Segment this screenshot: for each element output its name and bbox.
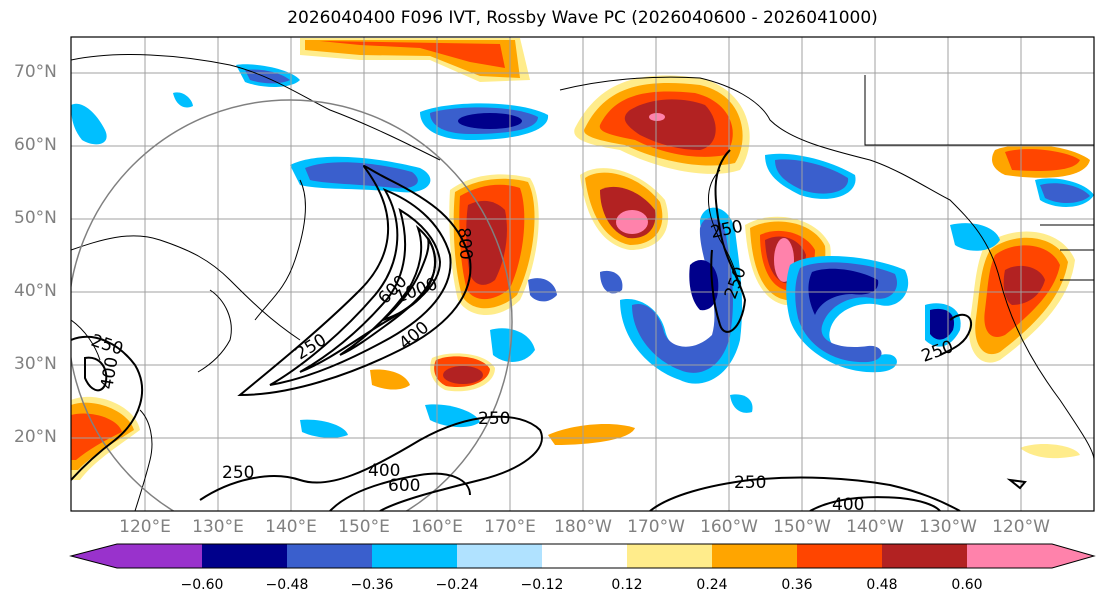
- graticule: [71, 37, 1094, 511]
- map-frame: [70, 36, 1095, 512]
- map-title: 2026040400 F096 IVT, Rossby Wave PC (202…: [287, 8, 878, 28]
- lon-label: 160°E: [411, 517, 463, 537]
- colorbar-segment: [117, 544, 202, 568]
- anomaly-blob: [1003, 265, 1045, 305]
- lon-label: 140°W: [846, 517, 904, 537]
- colorbar-segment: [287, 544, 372, 568]
- anomaly-blob: [600, 270, 623, 294]
- anomaly-blob: [1040, 183, 1090, 204]
- colorbar-max-extend: [1052, 544, 1094, 568]
- anomaly-blob: [490, 328, 535, 362]
- anomaly-blob: [775, 159, 849, 194]
- colorbar-min-extend: [71, 544, 117, 568]
- influence-circle: [71, 99, 513, 511]
- anomaly-blob: [71, 413, 122, 460]
- lon-label: 120°W: [992, 517, 1050, 537]
- coastlines: [71, 54, 1094, 511]
- colorbar-tick: −0.60: [180, 577, 224, 593]
- lon-label: 150°E: [338, 517, 390, 537]
- lat-label: 60°N: [14, 135, 57, 155]
- lat-label: 40°N: [14, 281, 57, 301]
- contour-label: 400: [368, 461, 400, 481]
- contour-label: 600: [388, 476, 420, 496]
- colorbar-tick: 0.60: [951, 577, 983, 593]
- anomaly-blob: [950, 223, 1000, 251]
- lon-label: 140°E: [265, 517, 317, 537]
- lon-label: 150°W: [773, 517, 831, 537]
- colorbar-tick: −0.48: [265, 577, 309, 593]
- contour-label: 400: [97, 355, 122, 390]
- anomaly-blob: [320, 41, 505, 68]
- lat-label: 50°N: [14, 208, 57, 228]
- contour-label: 800: [453, 227, 476, 261]
- lat-label: 70°N: [14, 62, 57, 82]
- anomaly-blob: [425, 404, 480, 428]
- lat-label: 30°N: [14, 354, 57, 374]
- ivt-anomaly-field: [71, 38, 1094, 480]
- contour-label: 250: [88, 331, 125, 360]
- colorbar-tick: −0.12: [520, 577, 564, 593]
- contour-label: 250: [222, 463, 254, 483]
- anomaly-blob: [1005, 149, 1080, 171]
- contour-label: 400: [832, 495, 864, 515]
- colorbar-segment: [712, 544, 797, 568]
- lon-label: 120°E: [119, 517, 171, 537]
- contour-label: 250: [734, 473, 766, 493]
- colorbar-segment: [372, 544, 457, 568]
- colorbar-tick: 0.12: [611, 577, 643, 593]
- anomaly-blob: [300, 419, 348, 438]
- anomaly-blob: [548, 424, 635, 445]
- anomaly-blob: [443, 366, 483, 384]
- anomaly-blob: [624, 99, 716, 150]
- colorbar-segment: [797, 544, 882, 568]
- lon-label: 130°E: [192, 517, 244, 537]
- anomaly-blob: [173, 92, 193, 108]
- colorbar-tick: −0.24: [435, 577, 479, 593]
- lon-label: 170°E: [484, 517, 536, 537]
- lat-label: 20°N: [14, 427, 57, 447]
- lon-label: 170°W: [627, 517, 685, 537]
- contour-label: 250: [478, 409, 510, 429]
- colorbar: [69, 543, 1096, 569]
- colorbar-segment: [542, 544, 627, 568]
- anomaly-blob: [649, 113, 665, 121]
- lon-label: 160°W: [700, 517, 758, 537]
- colorbar-tick: 0.36: [781, 577, 813, 593]
- colorbar-segment: [967, 544, 1052, 568]
- anomaly-blob: [616, 210, 648, 234]
- anomaly-blob: [71, 103, 107, 145]
- anomaly-blob: [305, 162, 418, 189]
- contour-label: 250: [919, 337, 956, 367]
- colorbar-segment: [457, 544, 542, 568]
- colorbar-tick: 0.48: [866, 577, 898, 593]
- anomaly-blob: [528, 278, 557, 302]
- colorbar-tick: −0.36: [350, 577, 394, 593]
- anomaly-blob: [370, 369, 410, 390]
- lon-label: 180°W: [554, 517, 612, 537]
- colorbar-segment: [202, 544, 287, 568]
- lon-label: 130°W: [919, 517, 977, 537]
- anomaly-blob: [1020, 444, 1080, 459]
- anomaly-blob: [466, 200, 507, 285]
- anomaly-blob: [632, 217, 733, 373]
- colorbar-segment: [882, 544, 967, 568]
- anomaly-blob: [730, 394, 753, 413]
- colorbar-segment: [627, 544, 712, 568]
- colorbar-tick: 0.24: [696, 577, 728, 593]
- anomaly-blob: [458, 113, 522, 129]
- ivt-contours: [71, 149, 1027, 511]
